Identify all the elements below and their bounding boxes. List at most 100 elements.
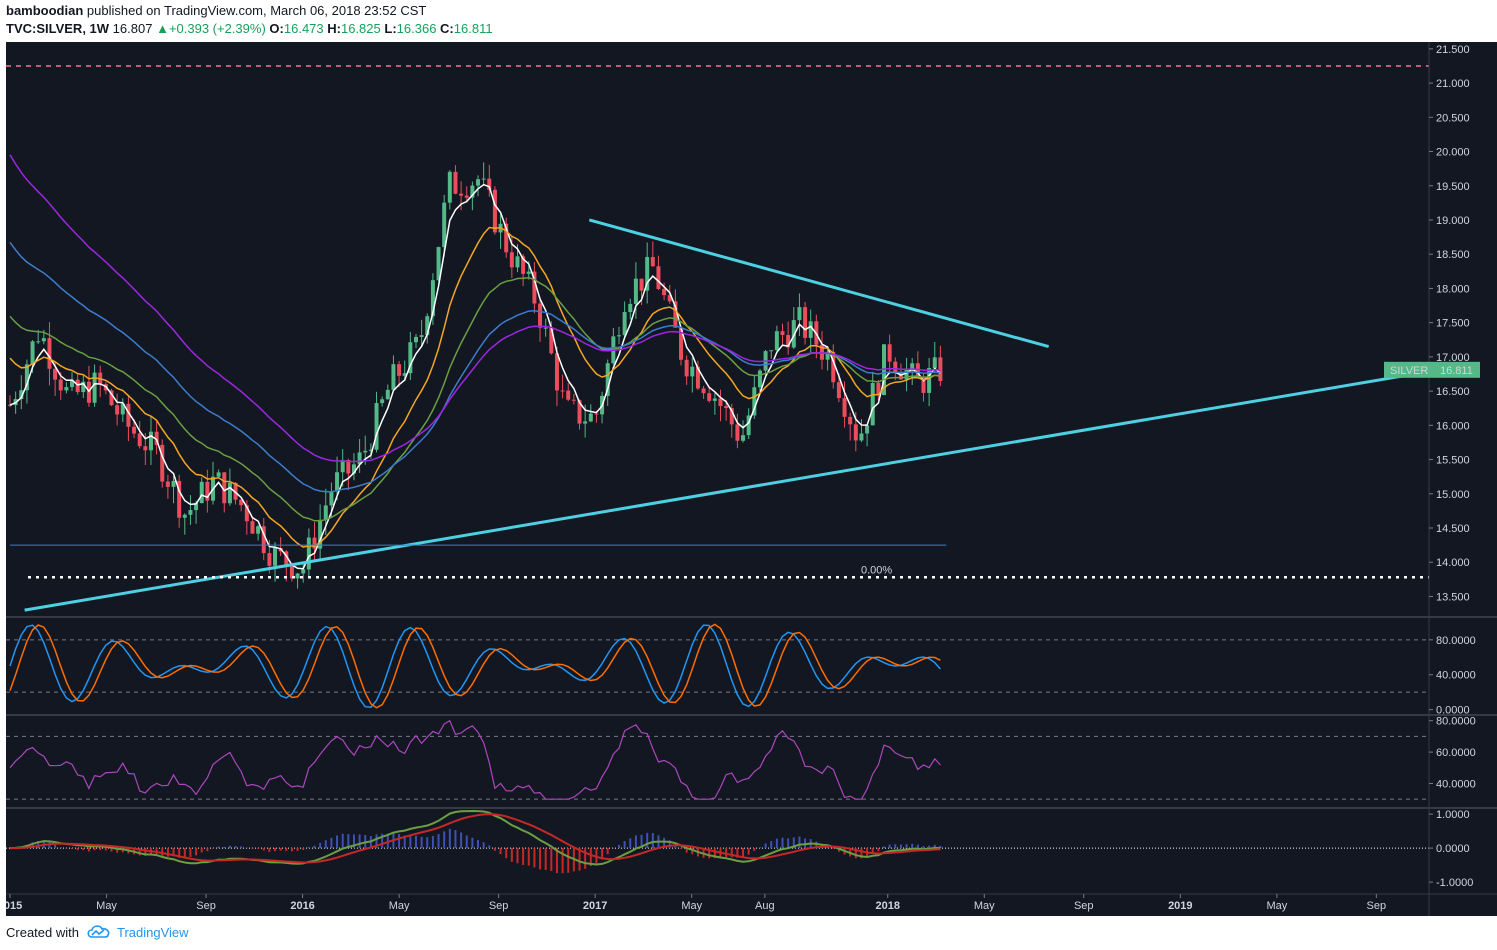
- candle-body: [786, 335, 791, 348]
- price-tick-label: 16.500: [1436, 386, 1470, 398]
- candle-body: [774, 331, 779, 351]
- high-value: 16.825: [340, 21, 381, 36]
- published-text: published on TradingView.com, March 06, …: [86, 3, 427, 18]
- candle-body: [594, 413, 599, 415]
- candle-body: [380, 399, 385, 404]
- candle-body: [904, 369, 909, 380]
- candle-body: [521, 256, 526, 274]
- last-price-value: 16.811: [1440, 365, 1473, 377]
- candle-body: [566, 390, 571, 400]
- time-tick-label: Sep: [196, 900, 216, 912]
- candle-body: [836, 382, 841, 399]
- fib-level-label: 0.00%: [861, 564, 892, 576]
- price-tick-label: 21.000: [1436, 78, 1470, 90]
- candle-body: [673, 301, 678, 328]
- indicator-tick-label: 40.0000: [1436, 670, 1476, 682]
- time-tick-label: 2018: [875, 900, 899, 912]
- candle-body: [109, 390, 114, 406]
- candle-body: [707, 393, 712, 401]
- price-tick-label: 20.000: [1436, 147, 1470, 159]
- time-tick-label: Sep: [1367, 900, 1387, 912]
- candle-body: [476, 179, 481, 186]
- ema-purple-line: [9, 154, 941, 463]
- candlesticks: [8, 162, 943, 589]
- candle-body: [915, 363, 920, 379]
- candle-body: [459, 193, 464, 196]
- candle-body: [154, 431, 159, 445]
- candle-body: [425, 316, 430, 336]
- price-chart[interactable]: 21.500 21.000 20.500 20.000 19.500 19.000 18.5…: [6, 42, 1497, 916]
- ema-green-line: [9, 276, 941, 522]
- candle-body: [690, 366, 695, 377]
- tradingview-link[interactable]: TradingView: [117, 925, 189, 940]
- candle-body: [752, 387, 757, 416]
- candle-body: [684, 359, 689, 377]
- candle-body: [385, 389, 390, 400]
- candle-body: [859, 433, 864, 441]
- last-price-label: SILVER 16.811: [1384, 361, 1480, 378]
- candle-body: [419, 335, 424, 337]
- candle-body: [30, 341, 35, 365]
- candle-body: [453, 171, 458, 194]
- candle-body: [729, 408, 734, 425]
- candle-body: [938, 357, 943, 381]
- candle-body: [397, 364, 402, 376]
- macd-line: [9, 809, 941, 866]
- created-with-text: Created with: [6, 925, 79, 940]
- chart-area[interactable]: 21.500 21.000 20.500 20.000 19.500 19.000 18.5…: [6, 42, 1497, 916]
- candle-body: [803, 307, 808, 338]
- indicator-tick-label: -1.0000: [1436, 877, 1473, 889]
- candle-body: [842, 398, 847, 417]
- candle-body: [402, 373, 407, 376]
- low-value: 16.366: [396, 21, 437, 36]
- candle-body: [554, 353, 559, 391]
- candle-body: [492, 189, 497, 233]
- candle-body: [261, 526, 266, 554]
- tradingview-cloud-icon[interactable]: [86, 922, 112, 942]
- candle-body: [780, 331, 785, 336]
- candle-body: [19, 390, 24, 400]
- candle-body: [639, 278, 644, 291]
- candle-body: [819, 344, 824, 360]
- candle-body: [560, 390, 565, 392]
- time-axis[interactable]: 2015 May Sep 2016 May Sep 2017 May Aug 2018 May Sep…: [6, 893, 1497, 912]
- candle-body: [430, 280, 435, 317]
- candle-body: [695, 366, 700, 389]
- indicator-tick-label: 0.0000: [1436, 843, 1470, 855]
- candle-body: [447, 171, 452, 203]
- candle-body: [284, 551, 289, 567]
- candle-body: [848, 416, 853, 425]
- candle-body: [870, 383, 875, 426]
- candle-body: [650, 257, 655, 267]
- price-tick-label: 14.500: [1436, 523, 1470, 535]
- candle-body: [301, 569, 306, 574]
- high-label: H:: [327, 21, 341, 36]
- candle-body: [351, 464, 356, 474]
- drawings[interactable]: [6, 64, 1429, 612]
- candle-body: [808, 321, 813, 338]
- last-price: 16.807: [112, 21, 153, 36]
- time-tick-label: May: [681, 900, 702, 912]
- chart-header: bamboodian published on TradingView.com,…: [0, 0, 1497, 42]
- candle-body: [205, 481, 210, 501]
- stoch-d-line: [9, 623, 941, 709]
- candle-body: [543, 327, 548, 329]
- candle-body: [791, 320, 796, 348]
- candle-body: [628, 303, 633, 313]
- price-axis[interactable]: 21.500 21.000 20.500 20.000 19.500 19.000 18.5…: [1428, 42, 1476, 916]
- candle-body: [115, 405, 120, 415]
- candle-body: [374, 403, 379, 450]
- price-tick-label: 18.000: [1436, 283, 1470, 295]
- candle-body: [656, 266, 661, 289]
- open-label: O:: [269, 21, 284, 36]
- candle-body: [368, 449, 373, 451]
- indicator-tick-label: 80.0000: [1436, 716, 1476, 728]
- moving-averages: [9, 154, 941, 570]
- change-value: +0.393 (+2.39%): [168, 21, 266, 36]
- publish-info: bamboodian published on TradingView.com,…: [6, 3, 426, 18]
- author-link[interactable]: bamboodian: [6, 3, 84, 18]
- candle-body: [391, 364, 396, 390]
- price-tick-label: 16.000: [1436, 420, 1470, 432]
- candle-body: [487, 178, 492, 190]
- candle-body: [509, 252, 514, 268]
